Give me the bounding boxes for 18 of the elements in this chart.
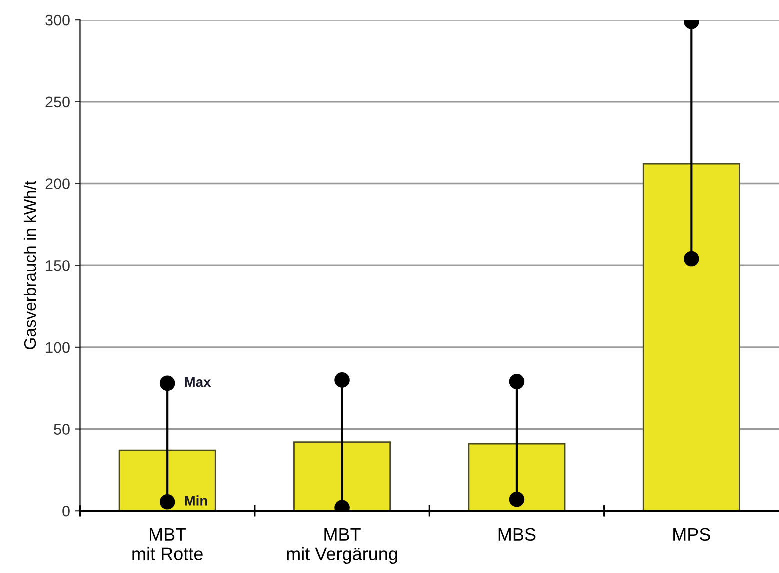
y-axis-title: Gasverbrauch in kWh/t xyxy=(24,180,36,350)
annotation: Min xyxy=(185,496,208,506)
y-tick-label: 250 xyxy=(46,96,70,108)
x-tick-label: MBT mit Rotte xyxy=(132,528,203,560)
y-tick-label: 300 xyxy=(46,14,70,26)
bar xyxy=(468,443,566,512)
y-tick-label: 0 xyxy=(62,506,70,517)
bar xyxy=(118,450,216,512)
annotation: Max xyxy=(185,377,212,388)
x-tick-label: MBT mit Vergärung xyxy=(287,528,398,564)
x-tick-label: MPS xyxy=(674,528,710,542)
y-tick-label: 200 xyxy=(46,178,70,190)
y-tick-label: 50 xyxy=(54,424,70,435)
bar xyxy=(294,442,392,512)
y-tick-label: 150 xyxy=(46,260,70,272)
y-tick-label: 100 xyxy=(46,342,70,354)
x-tick-label: MBS xyxy=(498,528,536,542)
bar xyxy=(642,163,740,512)
